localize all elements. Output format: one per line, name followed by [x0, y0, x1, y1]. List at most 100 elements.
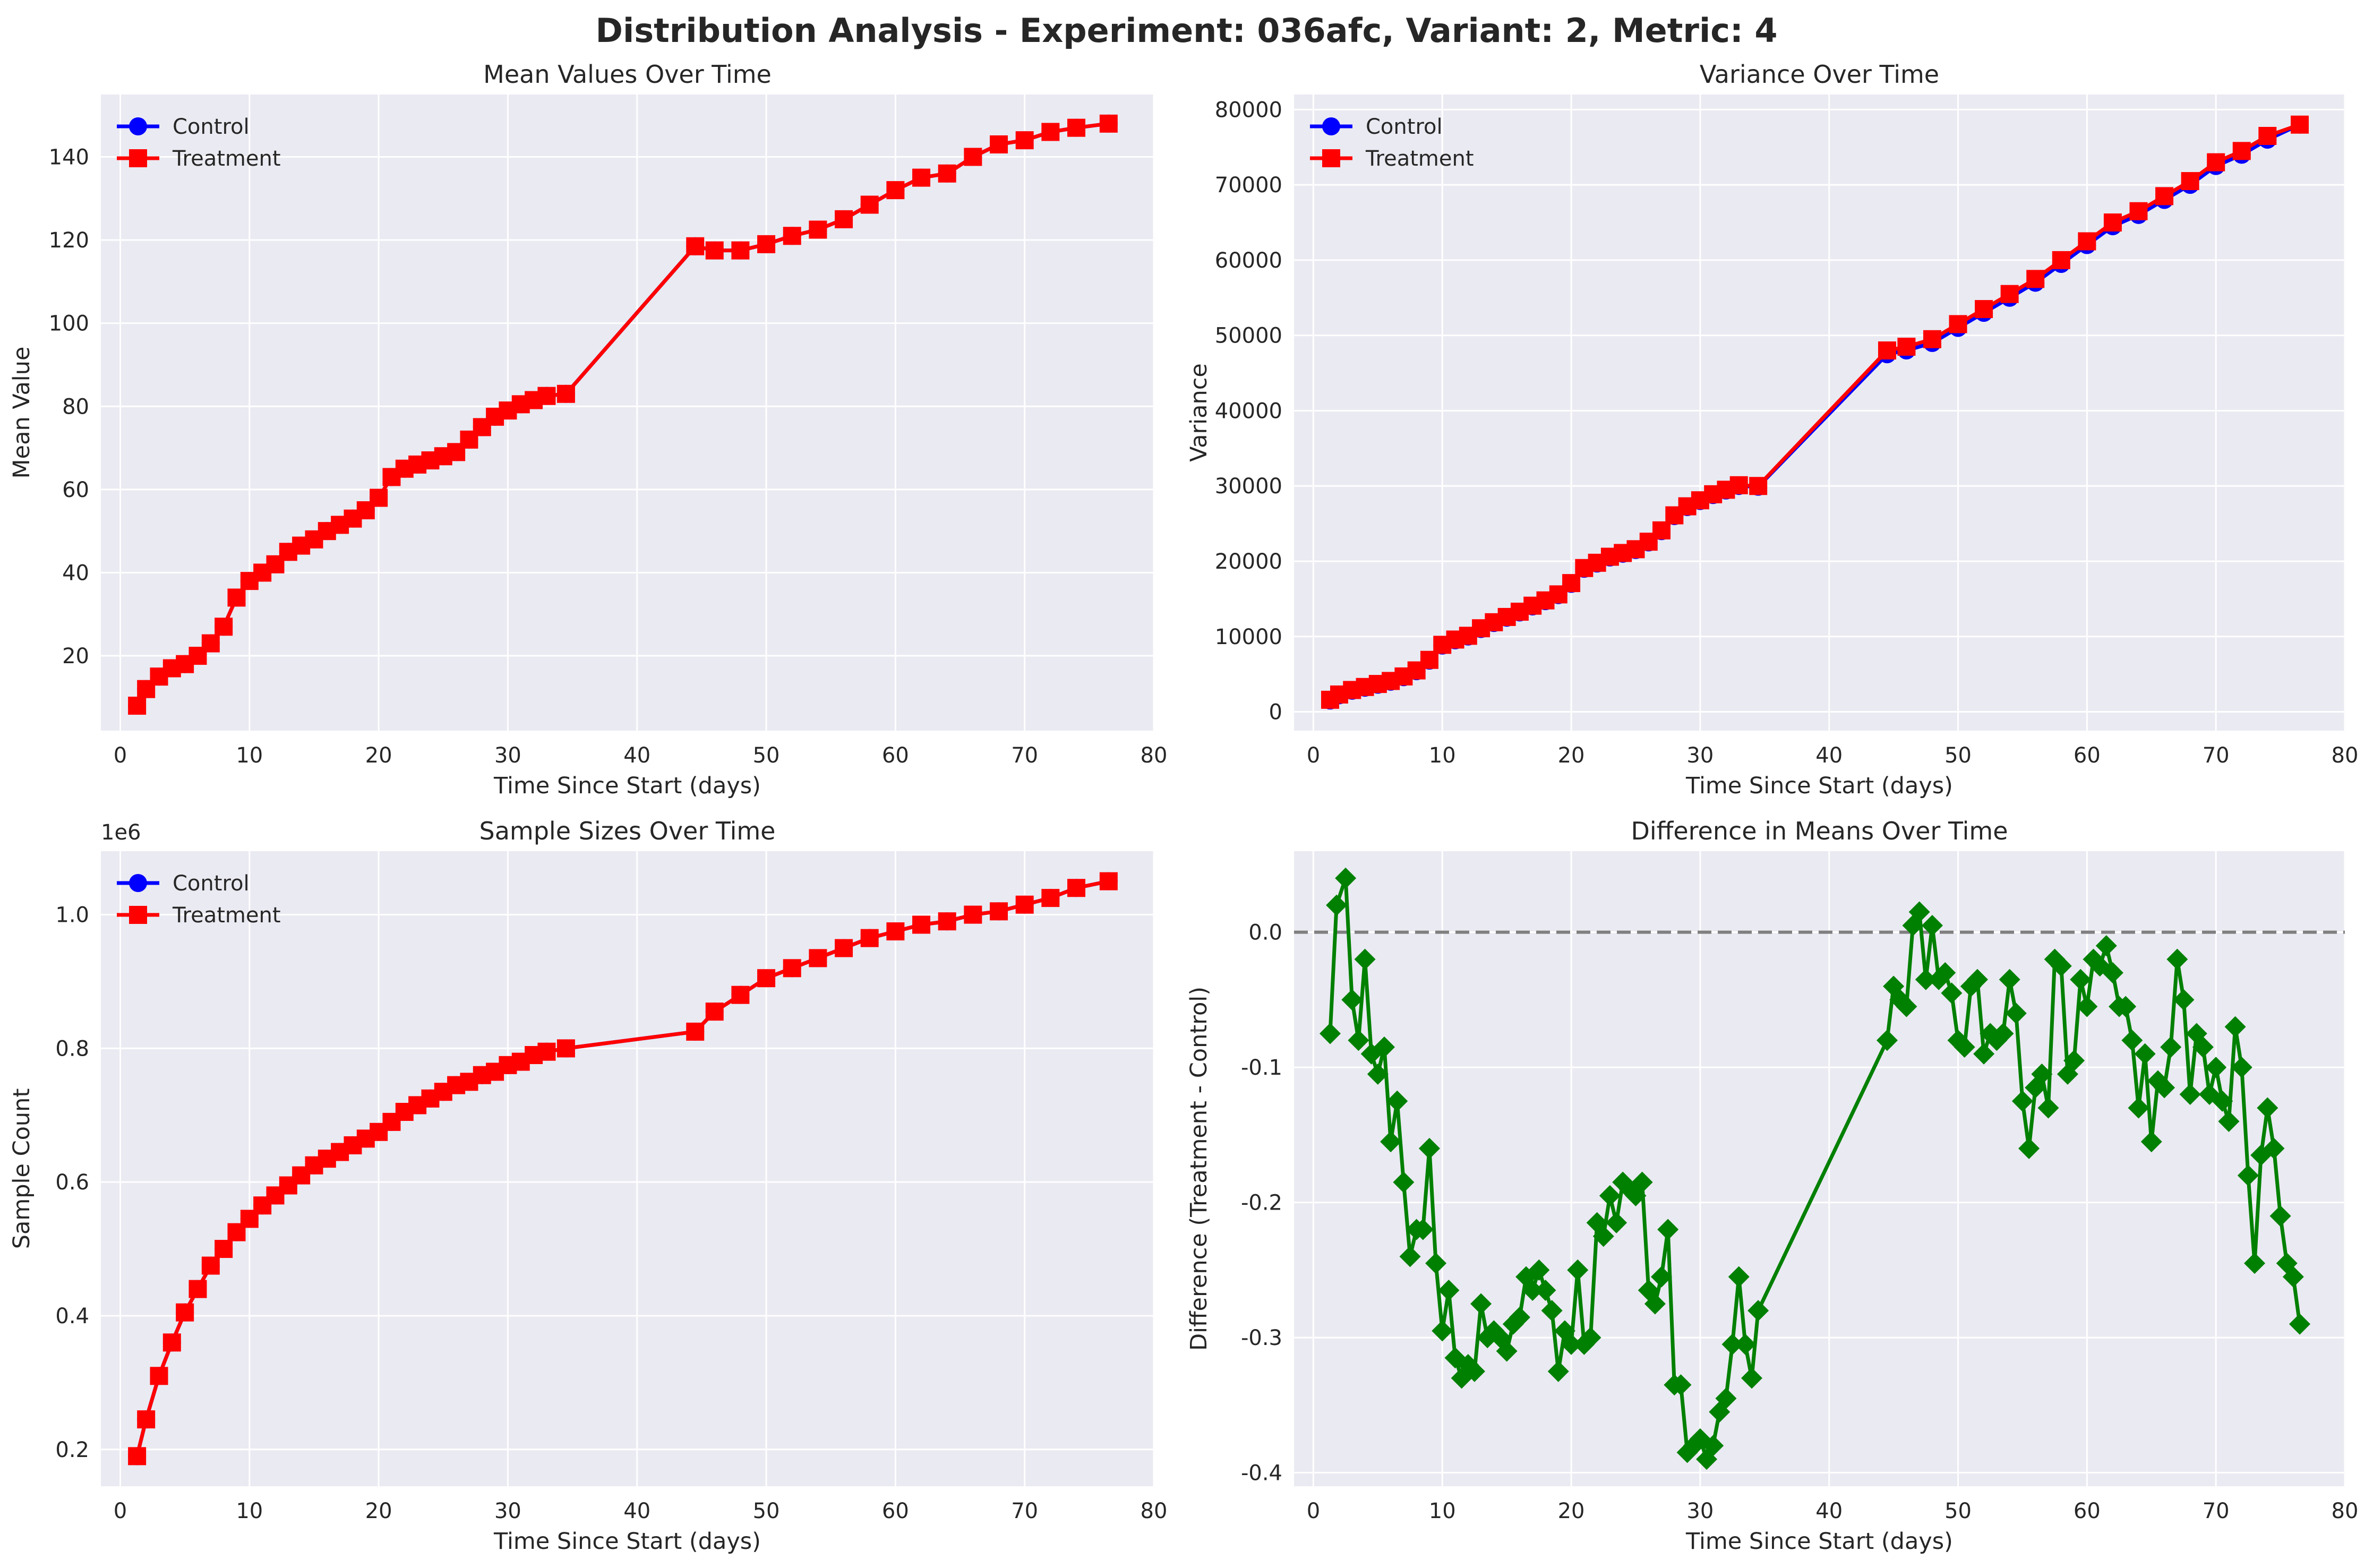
- x-tick-label: 50: [1944, 1499, 1972, 1523]
- data-point: [835, 210, 853, 228]
- data-point: [1015, 895, 1034, 914]
- data-point: [1535, 1280, 1556, 1301]
- data-point: [1729, 476, 1748, 494]
- data-point: [1354, 948, 1376, 970]
- x-tick-label: 60: [2074, 743, 2101, 768]
- data-point: [128, 1447, 147, 1466]
- data-point: [705, 241, 724, 260]
- data-point: [1463, 1360, 1485, 1382]
- legend: Control Treatment: [117, 871, 281, 928]
- y-tick-label: 0: [1269, 700, 1282, 725]
- y-axis-label: Variance: [1186, 363, 1212, 462]
- data-point: [2011, 1090, 2033, 1112]
- series-difference: [1319, 867, 2311, 1470]
- data-point: [201, 1256, 220, 1275]
- data-point: [189, 1280, 207, 1298]
- data-point: [2212, 1090, 2233, 1112]
- data-point: [162, 1333, 181, 1352]
- series-treatment: [128, 872, 1118, 1466]
- y-tick-label: 50000: [1215, 324, 1282, 348]
- x-tick-label: 10: [236, 1499, 263, 1523]
- data-point: [537, 387, 556, 405]
- data-point: [1747, 1300, 1769, 1322]
- data-point: [537, 1042, 556, 1061]
- data-point: [1041, 123, 1060, 141]
- data-point: [2289, 1313, 2311, 1335]
- data-point: [1728, 1266, 1750, 1288]
- y-tick-label: 10000: [1215, 625, 1282, 649]
- x-tick-label: 40: [623, 743, 650, 768]
- data-point: [2063, 1050, 2085, 1072]
- data-point: [809, 949, 827, 967]
- y-tick-label: -0.3: [1241, 1326, 1282, 1350]
- data-point: [2129, 202, 2148, 220]
- x-tick-label: 20: [365, 743, 392, 768]
- data-point: [556, 1039, 575, 1058]
- legend-marker: [129, 117, 147, 135]
- legend-label: Control: [173, 871, 250, 896]
- x-tick-label: 20: [1558, 743, 1585, 768]
- data-point: [2005, 1003, 2027, 1024]
- legend-label: Treatment: [172, 903, 281, 928]
- data-point: [227, 588, 246, 607]
- data-point: [1067, 879, 1086, 897]
- data-point: [705, 1003, 724, 1021]
- chart-title: Variance Over Time: [1700, 60, 1939, 89]
- y-tick-label: 30000: [1215, 474, 1282, 499]
- data-point: [370, 489, 388, 507]
- data-point: [2095, 935, 2117, 957]
- data-point: [1522, 1280, 1544, 1301]
- data-point: [1041, 889, 1060, 907]
- data-point: [2037, 1097, 2059, 1119]
- data-point: [1975, 300, 1993, 319]
- x-tick-label: 60: [882, 743, 909, 768]
- data-point: [2224, 1016, 2246, 1038]
- x-tick-label: 20: [365, 1499, 392, 1523]
- data-point: [2070, 969, 2092, 990]
- data-point: [2231, 1057, 2252, 1078]
- data-point: [731, 986, 750, 1004]
- data-point: [2207, 153, 2225, 172]
- x-tick-label: 0: [1307, 743, 1320, 768]
- data-point: [1592, 1226, 1614, 1247]
- x-tick-label: 0: [114, 1499, 127, 1523]
- x-tick-label: 10: [1429, 743, 1456, 768]
- legend: Control Treatment: [117, 115, 281, 171]
- data-point: [1631, 1171, 1653, 1193]
- data-point: [1908, 901, 1930, 923]
- data-point: [215, 618, 233, 636]
- data-point: [1418, 1137, 1440, 1159]
- data-point: [1878, 341, 1896, 360]
- x-tick-label: 80: [1141, 1499, 1168, 1523]
- y-tick-label: 40: [62, 561, 89, 585]
- data-point: [860, 929, 879, 947]
- data-point: [964, 148, 982, 166]
- data-point: [2218, 1110, 2240, 1132]
- data-point: [731, 241, 750, 260]
- data-point: [757, 235, 776, 253]
- data-point: [686, 237, 705, 255]
- x-tick-label: 20: [1558, 1499, 1585, 1523]
- data-point: [2181, 172, 2199, 191]
- data-point: [835, 939, 853, 957]
- data-point: [783, 227, 801, 245]
- data-point: [215, 1240, 233, 1258]
- data-point: [176, 1303, 194, 1322]
- x-tick-label: 60: [2074, 1499, 2101, 1523]
- legend-marker: [1322, 117, 1340, 135]
- x-tick-label: 30: [1686, 1499, 1714, 1523]
- y-tick-label: 80: [62, 395, 89, 419]
- data-point: [2291, 115, 2309, 134]
- data-point: [912, 168, 931, 187]
- y-offset-label: 1e6: [101, 820, 141, 845]
- data-point: [2237, 1164, 2259, 1186]
- legend-marker: [129, 149, 147, 167]
- data-point: [1399, 1246, 1421, 1267]
- data-point: [1599, 1185, 1621, 1206]
- y-axis-label: Difference (Treatment - Control): [1186, 987, 1212, 1351]
- y-tick-label: 140: [49, 145, 89, 169]
- data-point: [886, 181, 905, 200]
- data-point: [2115, 996, 2137, 1017]
- data-point: [2102, 962, 2123, 984]
